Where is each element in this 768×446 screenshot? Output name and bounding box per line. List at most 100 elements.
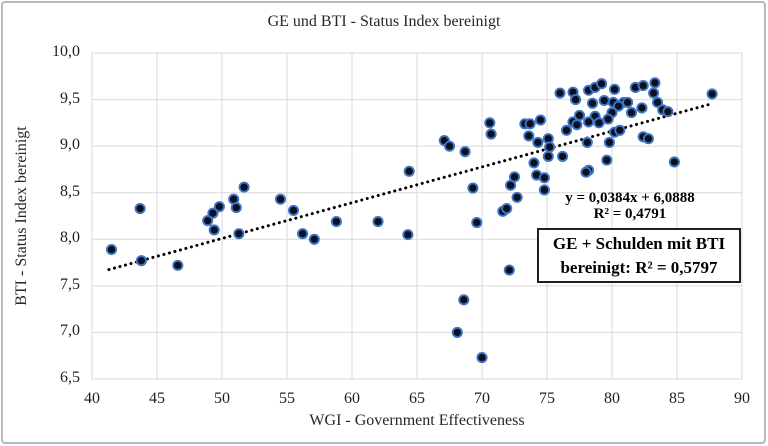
data-point (557, 150, 569, 162)
annotation-line-2: bereinigt: R² = 0,5797 (560, 257, 718, 277)
x-tick-label: 45 (149, 390, 165, 407)
data-point (542, 150, 554, 162)
data-point (458, 294, 470, 306)
data-point (233, 228, 245, 240)
data-point (544, 141, 556, 153)
data-point (459, 146, 471, 158)
data-point (511, 191, 523, 203)
y-tick-label: 8,0 (60, 229, 80, 247)
y-tick-label: 7,0 (60, 322, 80, 340)
data-point (648, 87, 660, 99)
data-point (524, 118, 536, 130)
data-point (105, 243, 118, 256)
data-point (372, 216, 384, 228)
data-point (583, 116, 595, 128)
data-point (485, 128, 497, 140)
data-point (287, 204, 300, 216)
data-point (609, 83, 621, 95)
x-tick-label: 85 (669, 390, 685, 407)
data-point (532, 136, 544, 148)
data-point (238, 181, 250, 193)
data-point (602, 113, 614, 125)
data-point (596, 78, 608, 90)
data-point (467, 182, 479, 194)
data-point (402, 229, 414, 241)
x-tick-label: 40 (84, 390, 100, 407)
data-point (598, 94, 610, 107)
data-point (668, 156, 680, 168)
data-point (622, 96, 634, 108)
data-point (135, 255, 147, 267)
data-point (612, 100, 625, 112)
data-point (538, 172, 550, 184)
annotation-box: GE + Schulden mit BTI bereinigt: R² = 0,… (537, 228, 741, 283)
trendline-equation: y = 0,0384x + 6,0888 R² = 0,4791 (529, 190, 731, 222)
chart-title: GE und BTI - Status Index bereinigt (267, 13, 501, 30)
x-tick-label: 70 (474, 390, 490, 407)
data-point (571, 119, 583, 131)
data-point (134, 202, 146, 215)
y-tick-label: 9,5 (60, 89, 80, 107)
data-point (207, 207, 219, 219)
data-point (297, 228, 309, 240)
x-tick-label: 60 (344, 390, 360, 407)
data-point (484, 117, 496, 129)
data-point (706, 88, 718, 100)
data-point (528, 157, 540, 169)
data-point (649, 77, 661, 89)
x-tick-label: 90 (734, 390, 750, 407)
data-point (560, 124, 573, 136)
data-point (471, 216, 483, 229)
data-point (601, 154, 613, 166)
data-point (508, 171, 521, 183)
data-point (581, 136, 593, 148)
data-point (651, 96, 664, 108)
data-point (202, 215, 214, 227)
x-axis-title: WGI - Government Effectiveness (309, 412, 525, 429)
data-point (637, 80, 649, 92)
y-tick-label: 10,0 (52, 43, 80, 60)
data-point (503, 264, 515, 276)
data-point (208, 224, 220, 236)
data-point (570, 94, 582, 106)
data-point (403, 165, 415, 177)
data-point (538, 184, 550, 196)
data-point (625, 107, 638, 119)
data-point (308, 233, 320, 245)
data-point (523, 130, 535, 142)
trendline-equation-line: y = 0,0384x + 6,0888 (565, 190, 695, 206)
x-tick-label: 50 (214, 390, 230, 407)
data-point (230, 202, 242, 214)
annotation-line-1: GE + Schulden mit BTI (552, 233, 726, 253)
data-point (573, 109, 586, 121)
x-tick-label: 55 (279, 390, 295, 407)
data-point (213, 201, 225, 213)
plot-border (91, 52, 743, 380)
y-tick-label: 9,0 (60, 136, 80, 154)
data-point (501, 202, 513, 215)
data-point (172, 259, 184, 271)
data-point (554, 87, 566, 99)
y-tick-label: 7,5 (60, 275, 80, 293)
data-point (274, 193, 287, 205)
x-tick-label: 80 (604, 390, 620, 407)
data-point (443, 140, 456, 152)
data-point (330, 216, 342, 228)
y-tick-label: 8,5 (60, 182, 80, 200)
data-point (662, 106, 674, 118)
data-point (580, 166, 592, 178)
data-point (636, 102, 648, 114)
x-tick-label: 65 (409, 390, 425, 407)
data-point (614, 124, 626, 136)
y-tick-label: 6,5 (60, 369, 80, 386)
data-point (586, 97, 599, 109)
data-point (451, 326, 463, 338)
trendline-r2-line: R² = 0,4791 (593, 206, 667, 222)
data-point (476, 352, 488, 364)
data-point (642, 133, 654, 145)
x-tick-label: 75 (539, 390, 555, 407)
data-point (593, 117, 605, 129)
data-point (603, 136, 615, 148)
